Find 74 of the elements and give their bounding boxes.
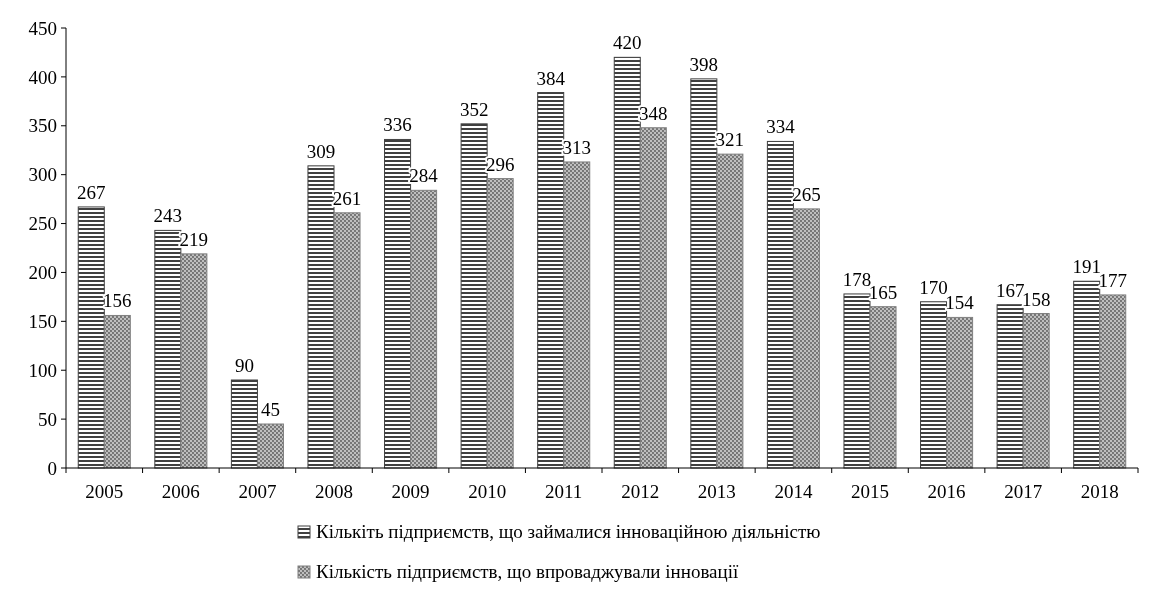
data-label: 309: [306, 140, 336, 162]
bar: [180, 253, 208, 469]
bar: [384, 138, 412, 469]
bar: [716, 153, 744, 469]
bar: [869, 306, 897, 469]
bar: [154, 229, 182, 469]
data-label: 167: [995, 279, 1025, 301]
data-label: 398: [689, 53, 719, 75]
data-label: 170: [919, 276, 948, 298]
data-label: 420: [613, 32, 642, 54]
x-tick-label: 2005: [85, 481, 124, 502]
x-tick-label: 2018: [1080, 481, 1119, 502]
bar: [690, 78, 718, 469]
bar: [486, 178, 514, 469]
x-tick-label: 2006: [161, 481, 200, 502]
x-tick-label: 2013: [697, 481, 736, 502]
bar: [77, 206, 105, 469]
data-label: 219: [179, 228, 209, 250]
data-label: 352: [459, 98, 489, 120]
x-tick-label: 2010: [468, 481, 507, 502]
x-tick-label: 2012: [621, 481, 660, 502]
bar: [537, 92, 565, 469]
y-tick-label: 250: [28, 213, 57, 235]
x-tick-label: 2009: [391, 481, 430, 502]
data-label: 191: [1072, 256, 1101, 278]
bar: [1073, 280, 1101, 469]
data-label: 336: [383, 114, 412, 136]
data-label: 384: [536, 67, 566, 89]
bar: [103, 314, 131, 469]
y-tick-label: 100: [28, 359, 57, 381]
bar: [1022, 313, 1050, 469]
data-label: 296: [485, 153, 515, 175]
data-label: 261: [332, 187, 362, 209]
x-tick-label: 2016: [927, 481, 966, 502]
bar: [563, 161, 591, 469]
bar: [766, 140, 794, 469]
bar: [460, 123, 488, 469]
bar: [256, 423, 284, 469]
bar: [792, 208, 820, 469]
bar: [613, 56, 641, 469]
data-label: 334: [766, 116, 796, 138]
data-label: 154: [945, 292, 975, 314]
data-label: 45: [260, 399, 280, 420]
x-tick-label: 2011: [545, 481, 583, 502]
bar: [1099, 294, 1127, 469]
y-tick-label: 200: [28, 262, 57, 284]
x-tick-label: 2014: [774, 481, 813, 502]
y-tick-label: 450: [28, 17, 57, 39]
bar: [410, 189, 438, 469]
y-tick-label: 50: [38, 408, 57, 430]
y-tick-label: 350: [28, 115, 57, 137]
bar: [996, 304, 1024, 469]
bar: [946, 316, 974, 469]
x-tick-label: 2015: [851, 481, 889, 502]
data-label: 177: [1098, 269, 1127, 291]
data-label: 267: [77, 181, 106, 203]
y-tick-label: 400: [28, 66, 57, 88]
bar: [843, 293, 871, 469]
legend-label: Кількіть підприємств, що займалися інноваційною діяльністю: [316, 521, 821, 542]
data-label: 243: [153, 205, 183, 227]
legend-label: Кількість підприємств, що впроваджували інновації: [316, 561, 739, 582]
bar: [639, 127, 667, 469]
y-tick-label: 0: [47, 457, 57, 479]
bar: [920, 301, 948, 469]
data-label: 321: [715, 129, 745, 151]
bar: [307, 165, 335, 469]
x-tick-label: 2008: [315, 481, 353, 502]
bar: [333, 212, 361, 469]
data-label: 90: [234, 355, 254, 376]
y-tick-label: 150: [28, 310, 57, 332]
y-tick-label: 300: [28, 164, 57, 186]
bar: [230, 379, 258, 469]
x-tick-label: 2017: [1004, 481, 1043, 502]
x-tick-label: 2007: [238, 481, 277, 502]
